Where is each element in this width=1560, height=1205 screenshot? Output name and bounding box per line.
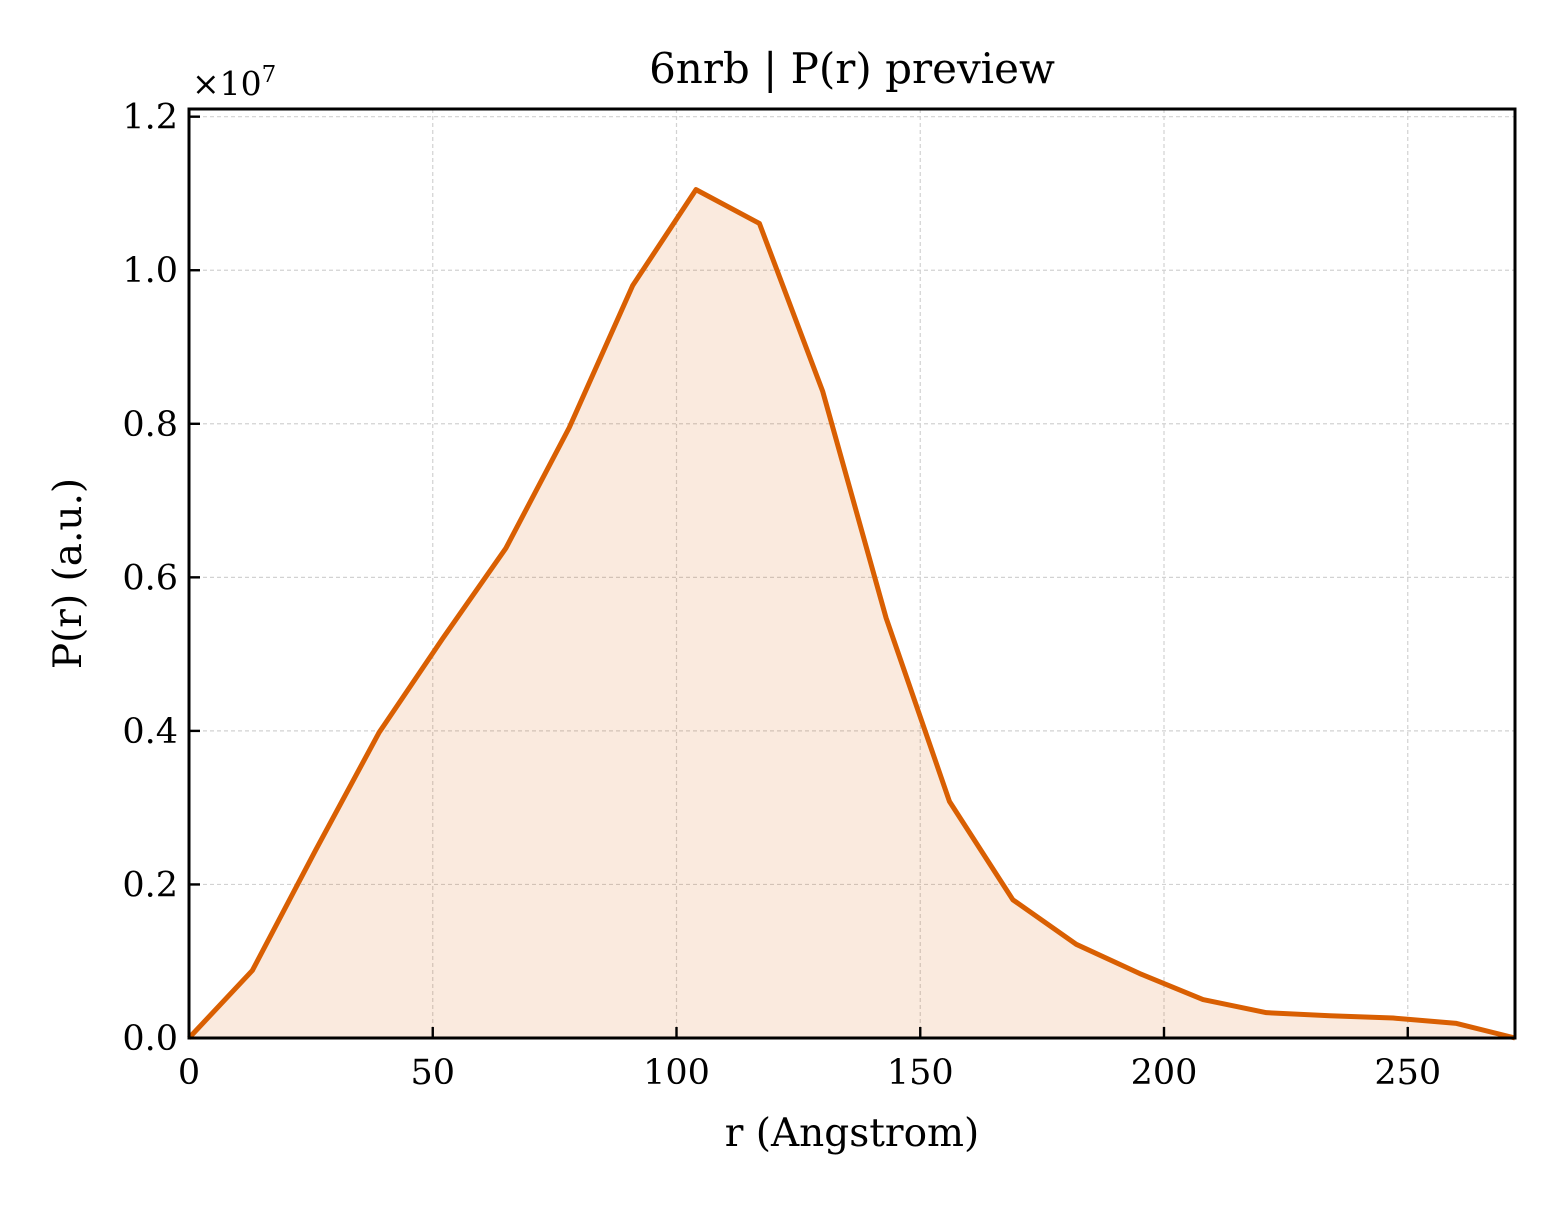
pr-series-line: [187, 187, 1516, 1041]
y-tick-label: 1.0: [122, 251, 178, 291]
y-offset-label: ×107: [192, 62, 276, 103]
y-offset-base: ×10: [192, 64, 262, 103]
chart-title: 6nrb | P(r) preview: [649, 44, 1055, 93]
y-tick-label: 0.2: [122, 865, 178, 905]
y-offset-exponent: 7: [262, 62, 277, 88]
x-tick-label: 50: [410, 1053, 455, 1093]
y-tick-label: 1.2: [122, 98, 178, 138]
x-tick-label: 0: [178, 1053, 200, 1093]
x-tick-label: 250: [1374, 1053, 1441, 1093]
x-tick-label: 150: [887, 1053, 954, 1093]
x-axis-label: r (Angstrom): [725, 1111, 980, 1156]
y-axis-label: P(r) (a.u.): [46, 478, 91, 669]
x-tick-label: 200: [1131, 1053, 1198, 1093]
y-tick-label: 0.8: [122, 405, 178, 445]
plot-frame: [187, 107, 1517, 1040]
y-tick-label: 0.6: [122, 558, 178, 598]
line-layer: [187, 187, 1516, 1041]
area-layer: [189, 189, 1515, 1038]
x-tick-label: 100: [643, 1053, 710, 1093]
y-tick-label: 0.4: [122, 712, 178, 752]
pr-area-fill: [189, 189, 1515, 1038]
y-tick-label: 0.0: [122, 1019, 178, 1059]
tick-layer: 0 50 100 150 200 250 0.0 0.2 0.4 0.6 0.8 1.0 1.2: [122, 98, 1441, 1093]
